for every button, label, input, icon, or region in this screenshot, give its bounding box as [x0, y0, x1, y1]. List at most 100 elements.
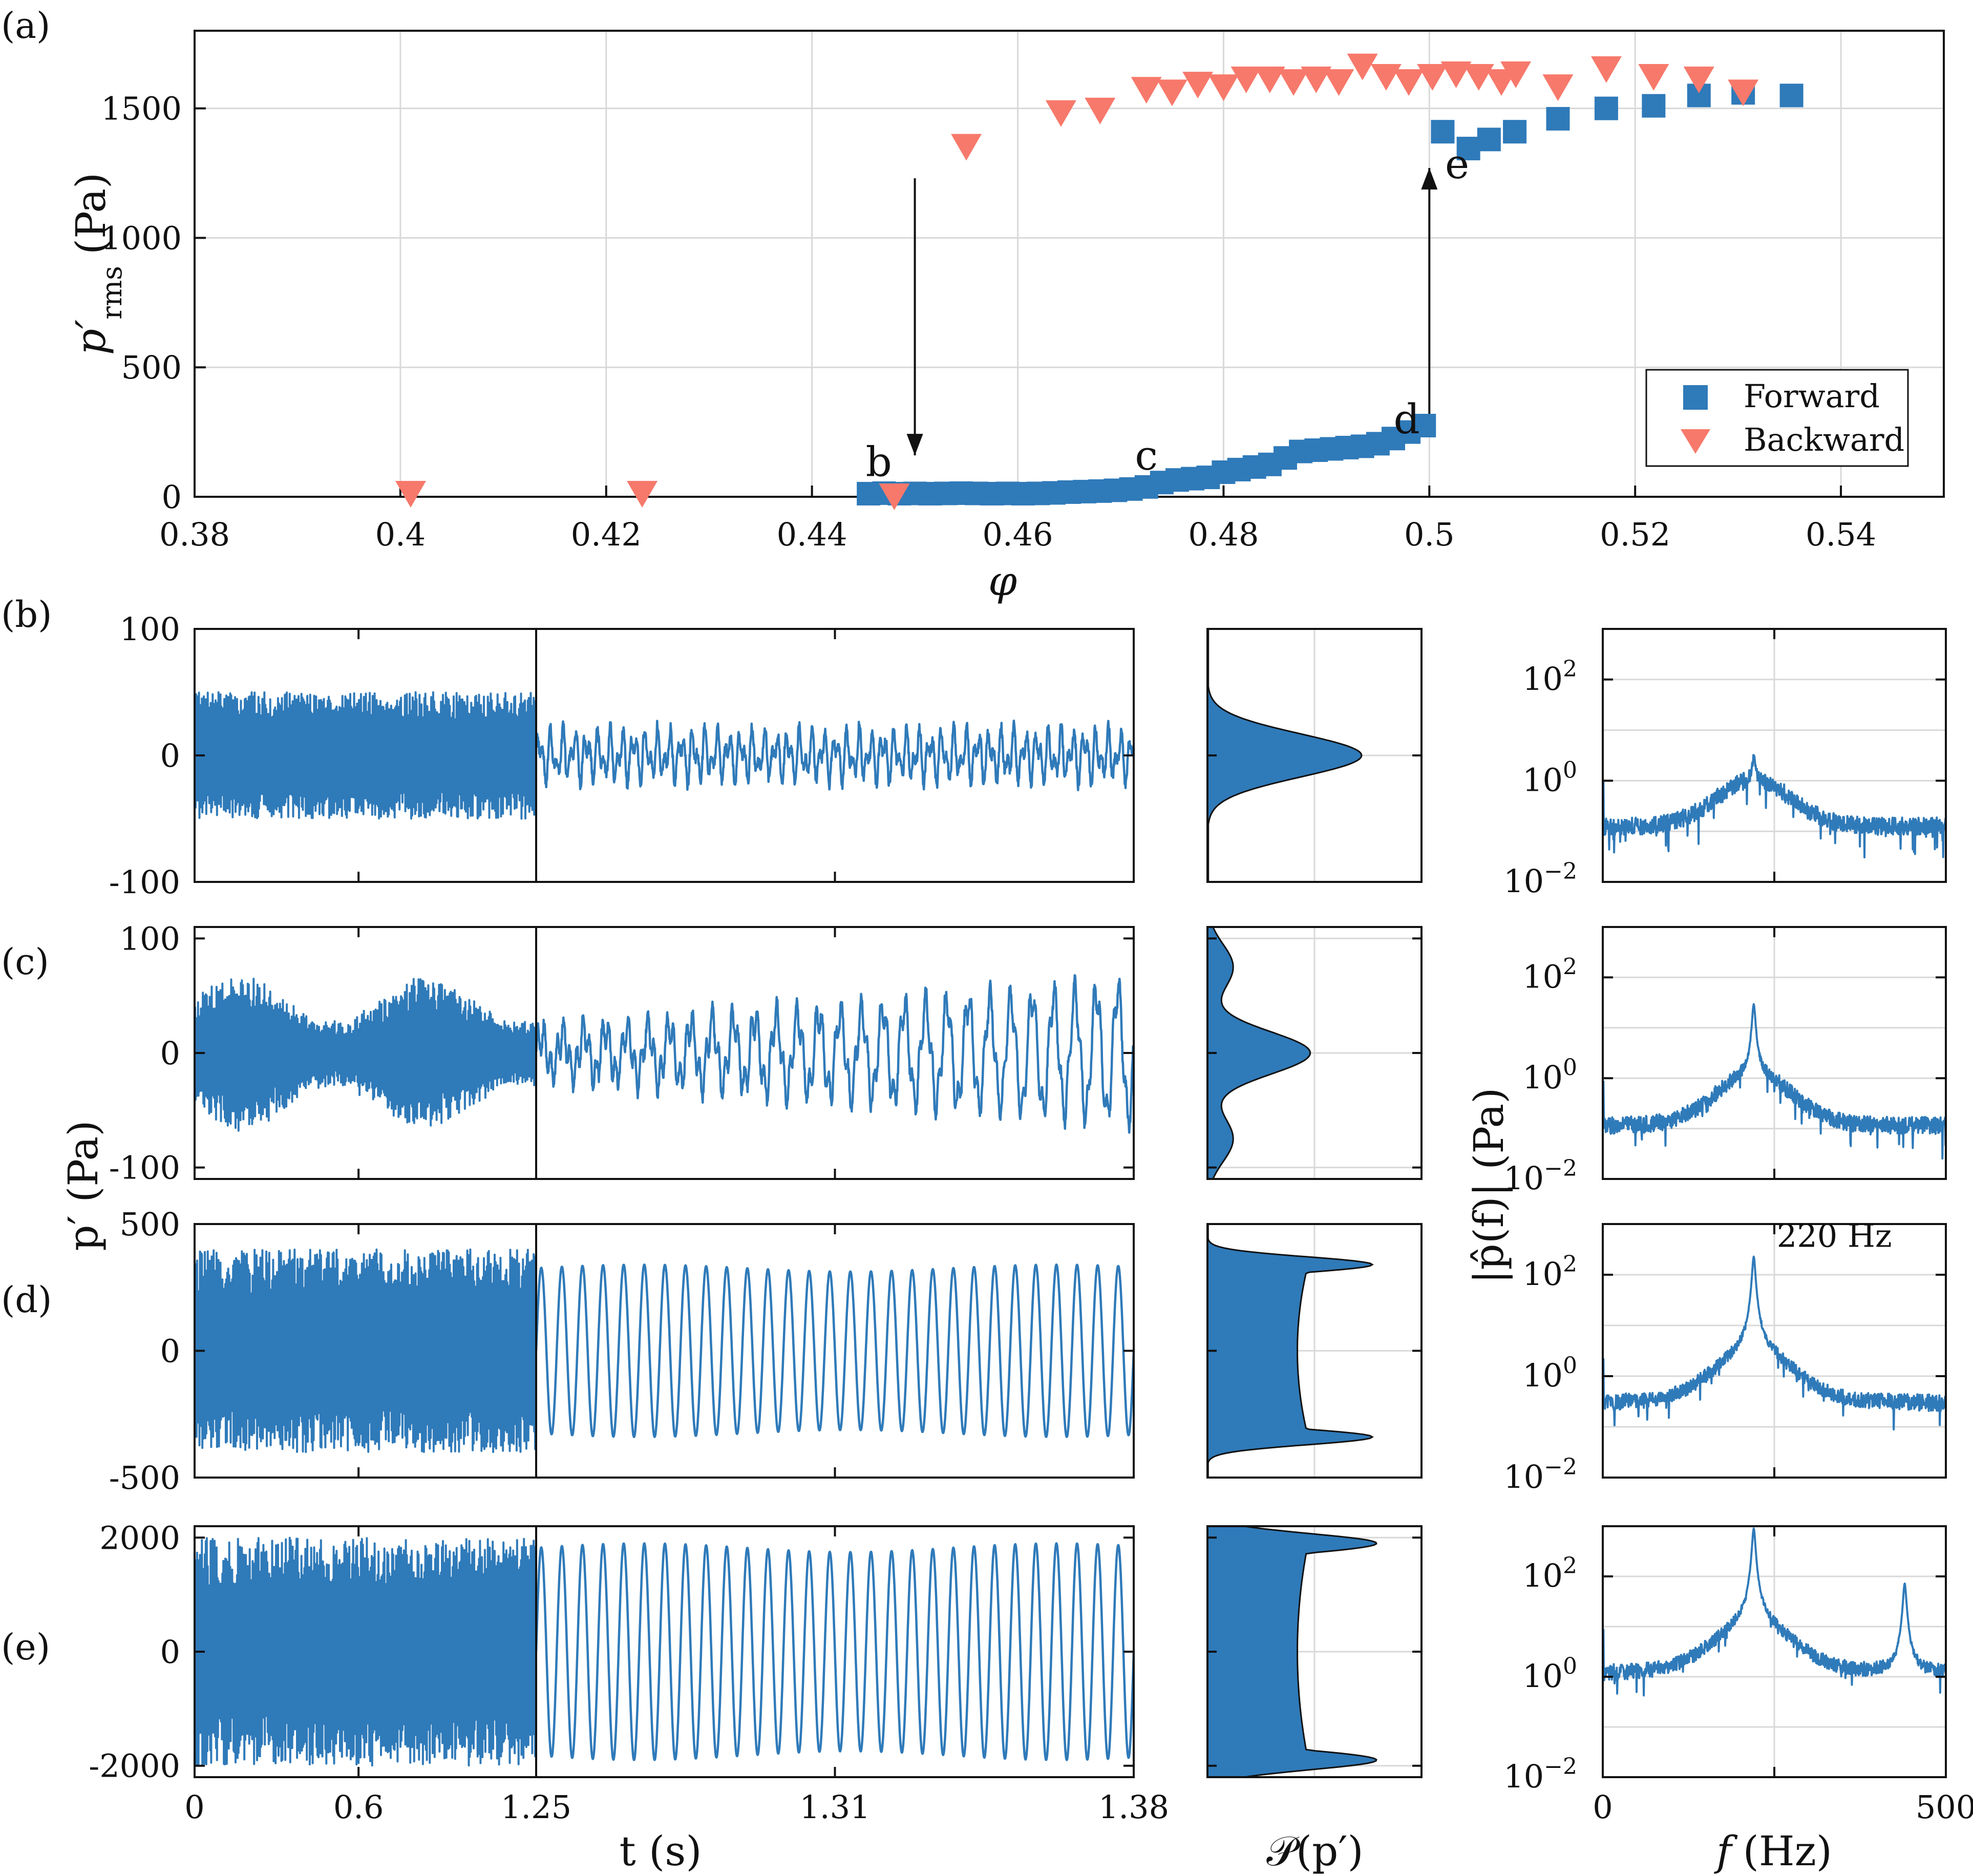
xtick-label: 0.44 [777, 516, 847, 553]
pdf-e [1206, 1525, 1423, 1778]
spectrum-xlabel-main: f [1714, 1827, 1738, 1875]
spectrum-trace [1602, 754, 1947, 859]
spectrum-ytick-label: 100 [1522, 1055, 1577, 1096]
ytick-exponent: −2 [1544, 1155, 1577, 1182]
timeseries-zoom-trace [535, 974, 1135, 1134]
legend-backward-label: Backward [1744, 421, 1904, 458]
ytick-exponent: 0 [1563, 1055, 1577, 1081]
forward-marker [1642, 94, 1666, 118]
spectrum-ytick-label: 10−2 [1503, 858, 1577, 900]
backward-marker [879, 483, 910, 510]
state-label-b: b [866, 438, 892, 486]
timeseries-xtick-label: 0 [184, 1788, 204, 1826]
spectrum-ytick-label: 102 [1522, 656, 1577, 698]
ytick-exponent: −2 [1544, 1454, 1577, 1480]
spectrum-ytick-label: 10−2 [1503, 1155, 1577, 1197]
pdf-c [1206, 926, 1423, 1180]
forward-marker [1546, 107, 1570, 131]
transition-arrows [906, 167, 1438, 456]
backward-marker [1156, 79, 1187, 107]
ytick-base: 10 [1503, 1758, 1544, 1795]
forward-marker [1594, 96, 1618, 120]
ytick-exponent: 2 [1563, 656, 1577, 682]
timeseries-zoom-trace [535, 719, 1135, 791]
backward-marker [1638, 64, 1669, 91]
backward-marker [1208, 74, 1239, 101]
ytick-exponent: 2 [1563, 954, 1577, 980]
forward-marker [1503, 120, 1527, 144]
backward-marker [1182, 72, 1214, 99]
ylabel-unit: (Pa) [67, 173, 115, 255]
arrow-head [906, 434, 923, 456]
bifurcation-ylabel: p′rms (Pa) [67, 173, 128, 355]
ytick-label: 2000 [99, 1519, 180, 1556]
ytick-base: 10 [1522, 1059, 1563, 1096]
ytick-label: -100 [109, 1149, 180, 1187]
ytick-label: 100 [120, 610, 180, 648]
spectrum-ytick-label: 100 [1522, 757, 1577, 798]
xtick-label: 0.54 [1806, 516, 1876, 553]
backward-marker [1131, 77, 1162, 104]
panel-label-e: (e) [1, 1626, 50, 1668]
backward-marker [1393, 69, 1425, 96]
ylabel-sub: rms [96, 266, 128, 320]
spectrum-xtick-label: 500 [1916, 1788, 1973, 1826]
xtick-label: 0.52 [1600, 516, 1670, 553]
backward-marker [1417, 64, 1448, 91]
ytick-base: 10 [1522, 1255, 1563, 1293]
backward-marker [1045, 100, 1076, 127]
timeseries-xtick-label: 1.25 [501, 1788, 571, 1826]
state-label-c: c [1135, 432, 1158, 479]
spectrum-ytick-label: 10−2 [1503, 1754, 1577, 1795]
panel-label-b: (b) [1, 594, 52, 636]
xtick-label: 0.48 [1188, 516, 1259, 553]
pdf-area [1206, 1223, 1374, 1479]
ytick-label: 500 [120, 1206, 180, 1243]
backward-marker [1278, 69, 1309, 96]
spectrum-trace [1602, 1255, 1947, 1431]
panel-label-c: (c) [1, 941, 49, 983]
backward-marker [1463, 64, 1494, 91]
ytick-label: 0 [160, 737, 180, 774]
bifurcation-ticks: 0.38 0.4 0.42 0.44 0.46 0.48 0.5 0.52 0.54 0 500 10… [101, 90, 1876, 553]
spectrum-ytick-label: 100 [1522, 1653, 1577, 1695]
backward-marker [627, 480, 658, 508]
xtick-label: 0.5 [1404, 516, 1455, 553]
ytick-base: 10 [1522, 1357, 1563, 1394]
pdf-area [1206, 926, 1311, 1180]
forward-marker [1431, 120, 1455, 144]
ytick-base: 10 [1522, 660, 1563, 698]
ytick-exponent: 0 [1563, 1653, 1577, 1679]
xtick-label: 0.46 [983, 516, 1053, 553]
backward-marker [1085, 97, 1116, 124]
ytick-base: 10 [1522, 1657, 1563, 1695]
timeseries-xlabel: t (s) [619, 1827, 702, 1875]
ytick-label: 0 [160, 1333, 180, 1370]
timeseries-xtick-label: 1.31 [799, 1788, 870, 1826]
backward-marker [1590, 56, 1622, 83]
ytick-label: -100 [109, 863, 180, 901]
bifurcation-xlabel: φ [988, 557, 1017, 605]
ylabel-main: p′ [67, 320, 115, 355]
legend-forward-label: Forward [1744, 377, 1880, 415]
backward-marker [1728, 79, 1759, 107]
forward-marker [1456, 137, 1480, 161]
backward-marker [1347, 53, 1378, 80]
timeseries-xtick-label: 1.38 [1098, 1788, 1169, 1826]
spectrum-trace [1602, 1003, 1947, 1160]
spectrum-trace [1602, 1527, 1947, 1697]
pdf-area [1206, 628, 1363, 883]
timeseries-e: -2000 0 2000 [89, 1519, 1135, 1785]
backward-marker [395, 480, 426, 508]
spectrum-ytick-label: 102 [1522, 1251, 1577, 1293]
backward-marker [951, 134, 982, 161]
legend-forward-marker [1683, 385, 1708, 410]
ytick-exponent: −2 [1544, 858, 1577, 884]
timeseries-zoom-trace [535, 1263, 1135, 1439]
